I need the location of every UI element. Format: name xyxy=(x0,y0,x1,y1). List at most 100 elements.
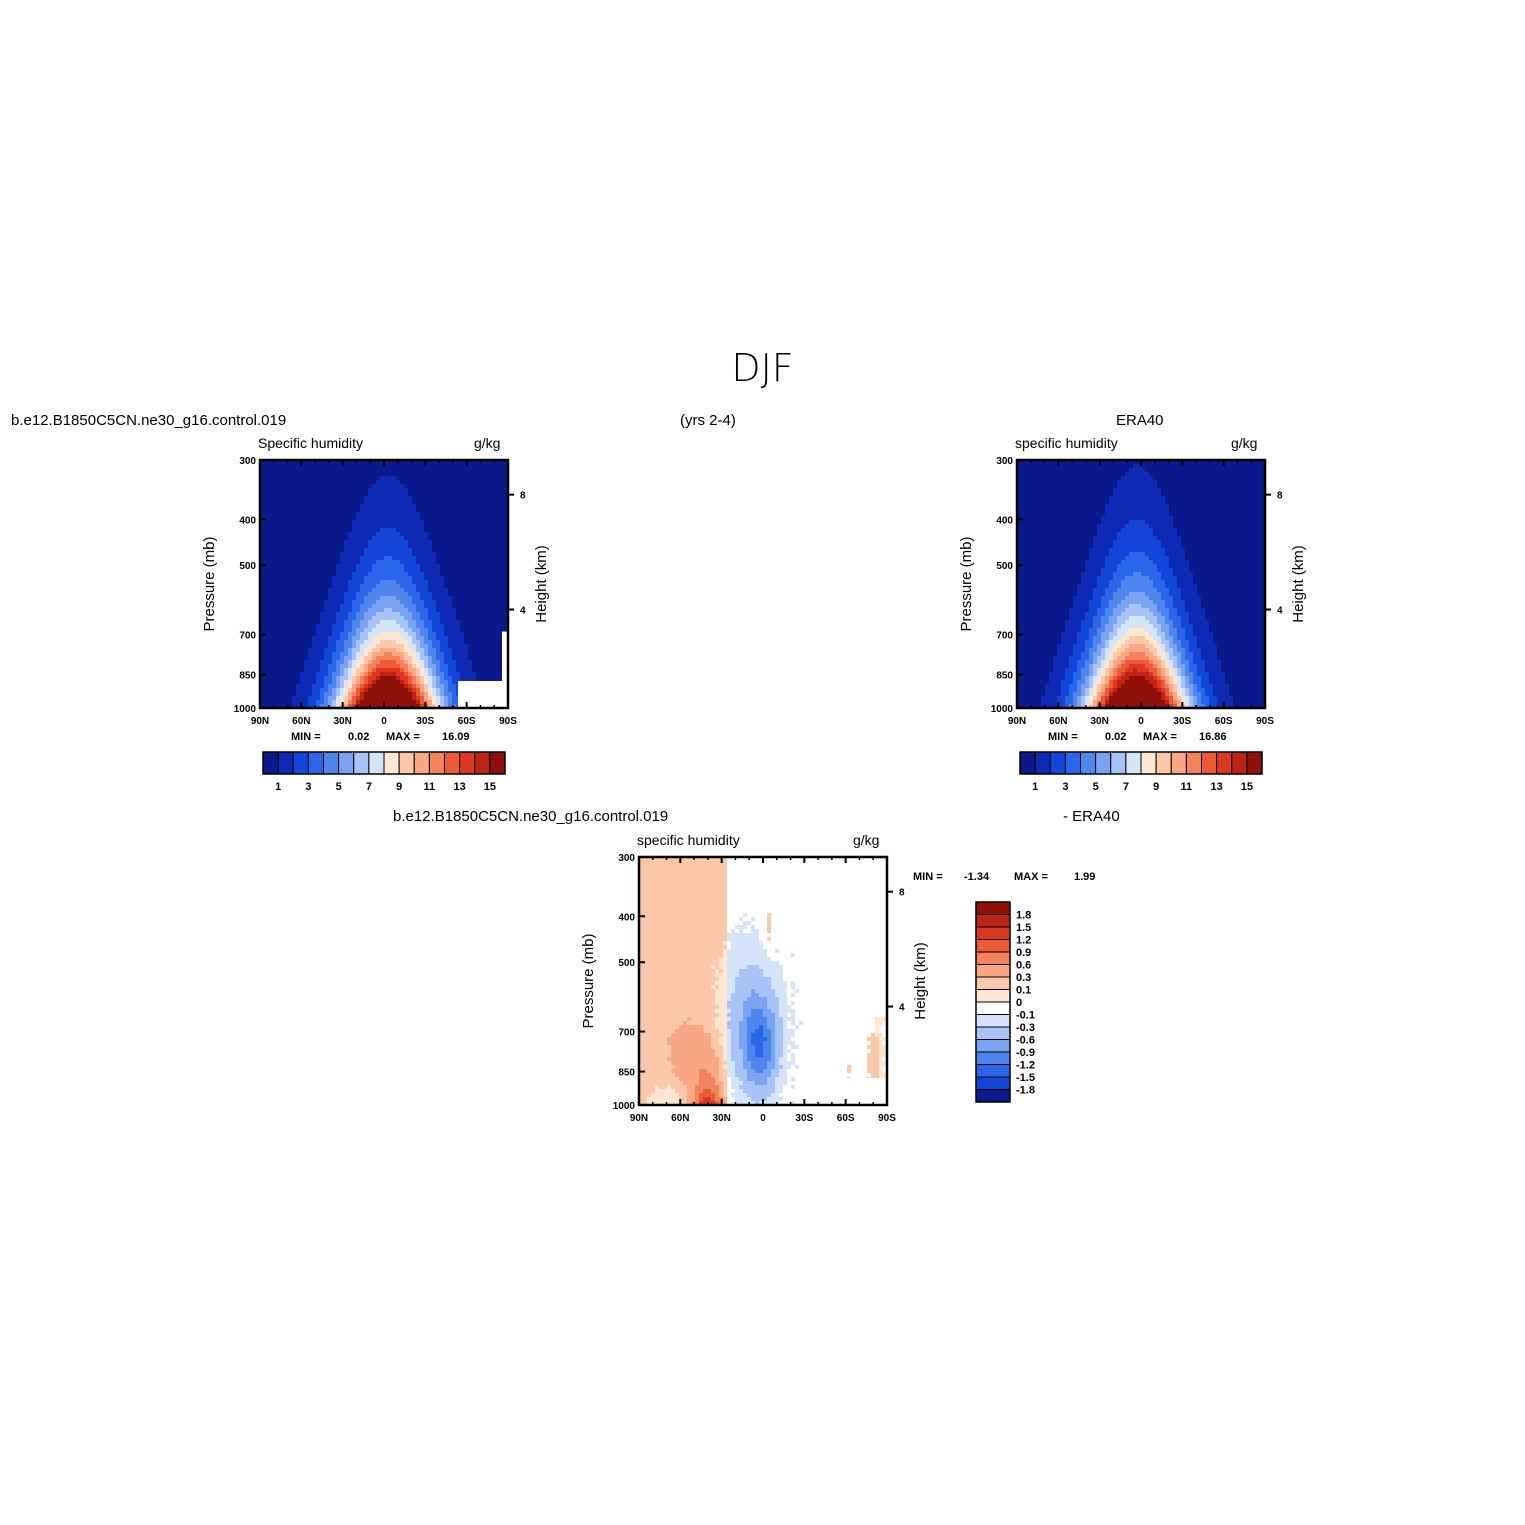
model-field-cell xyxy=(340,672,345,677)
obs-field-cell xyxy=(1221,488,1226,493)
model-field-cell xyxy=(372,512,377,517)
obs-field-cell xyxy=(1061,480,1066,485)
model-field-cell xyxy=(284,496,289,501)
model-field-cell xyxy=(336,464,341,469)
model-field-cell xyxy=(452,592,457,597)
obs-field-cell xyxy=(1217,476,1222,481)
obs-field-cell xyxy=(1073,468,1078,473)
model-field-cell xyxy=(328,604,333,609)
model-field-cell xyxy=(296,624,301,629)
model-field-cell xyxy=(456,628,461,633)
obs-field-cell xyxy=(1149,520,1154,525)
model-field-cell xyxy=(396,696,401,701)
obs-field-cell xyxy=(1209,520,1214,525)
model-field-cell xyxy=(292,664,297,669)
model-field-cell xyxy=(292,636,297,641)
model-field-cell xyxy=(300,492,305,497)
obs-field-cell xyxy=(1213,500,1218,505)
model-field-cell xyxy=(360,544,365,549)
obs-field-cell xyxy=(1153,512,1158,517)
model-field-cell xyxy=(260,692,265,697)
model-field-cell xyxy=(396,532,401,537)
obs-field-cell xyxy=(1089,496,1094,501)
model-field-cell xyxy=(388,508,393,513)
model-field-cell xyxy=(272,548,277,553)
model-field-cell xyxy=(388,644,393,649)
model-field-cell xyxy=(292,588,297,593)
model-field-cell xyxy=(428,628,433,633)
model-field-cell xyxy=(300,664,305,669)
obs-field-cell xyxy=(1105,492,1110,497)
model-field-cell xyxy=(332,496,337,501)
model-field-cell xyxy=(444,468,449,473)
obs-field-cell xyxy=(1053,484,1058,489)
model-field-cell xyxy=(276,564,281,569)
obs-field-cell xyxy=(1241,504,1246,509)
model-field-cell xyxy=(328,508,333,513)
model-field-cell xyxy=(376,640,381,645)
model-field-cell xyxy=(396,480,401,485)
model-field-cell xyxy=(484,592,489,597)
model-field-cell xyxy=(292,532,297,537)
model-field-cell xyxy=(436,468,441,473)
model-field-cell xyxy=(396,512,401,517)
obs-field-cell xyxy=(1073,464,1078,469)
model-field-cell xyxy=(276,588,281,593)
model-field-cell xyxy=(344,680,349,685)
model-field-cell xyxy=(304,484,309,489)
model-field-cell xyxy=(380,488,385,493)
model-field-cell xyxy=(400,628,405,633)
model-field-cell xyxy=(416,628,421,633)
model-field-cell xyxy=(472,480,477,485)
model-field-cell xyxy=(372,652,377,657)
model-field-cell xyxy=(496,612,501,617)
model-field-cell xyxy=(352,488,357,493)
model-field-cell xyxy=(320,484,325,489)
obs-field-cell xyxy=(1261,472,1266,477)
model-field-cell xyxy=(304,504,309,509)
model-field-cell xyxy=(432,576,437,581)
model-field-cell xyxy=(432,704,437,709)
model-field-cell xyxy=(272,468,277,473)
model-field-cell xyxy=(296,552,301,557)
model-field-cell xyxy=(372,516,377,521)
model-field-cell xyxy=(368,624,373,629)
model-field-cell xyxy=(376,528,381,533)
obs-field-cell xyxy=(1109,468,1114,473)
model-xtick-label: 30S xyxy=(416,716,434,727)
model-field-cell xyxy=(308,560,313,565)
obs-field-cell xyxy=(1169,520,1174,525)
model-field-cell xyxy=(456,652,461,657)
model-field-cell xyxy=(428,616,433,621)
model-field-cell xyxy=(388,688,393,693)
obs-field-cell xyxy=(1133,492,1138,497)
model-field-cell xyxy=(408,552,413,557)
model-field-cell xyxy=(500,576,505,581)
model-field-cell xyxy=(312,640,317,645)
model-field-cell xyxy=(460,640,465,645)
model-field-cell xyxy=(296,496,301,501)
model-field-cell xyxy=(404,692,409,697)
model-field-cell xyxy=(428,680,433,685)
obs-field-cell xyxy=(1141,468,1146,473)
model-field-cell xyxy=(468,488,473,493)
model-field-cell xyxy=(416,492,421,497)
model-field-cell xyxy=(292,608,297,613)
model-field-cell xyxy=(484,504,489,509)
obs-field-cell xyxy=(1161,484,1166,489)
model-field-cell xyxy=(448,688,453,693)
model-field-cell xyxy=(376,628,381,633)
model-field-cell xyxy=(408,672,413,677)
model-field-cell xyxy=(292,568,297,573)
model-field-cell xyxy=(428,652,433,657)
obs-field-cell xyxy=(1189,472,1194,477)
model-field-cell xyxy=(272,624,277,629)
model-field-cell xyxy=(484,628,489,633)
model-field-cell xyxy=(336,560,341,565)
obs-field-cell xyxy=(1165,484,1170,489)
model-field-cell xyxy=(492,572,497,577)
model-field-cell xyxy=(376,480,381,485)
model-field-cell xyxy=(344,524,349,529)
model-field-cell xyxy=(332,580,337,585)
model-field-cell xyxy=(496,652,501,657)
